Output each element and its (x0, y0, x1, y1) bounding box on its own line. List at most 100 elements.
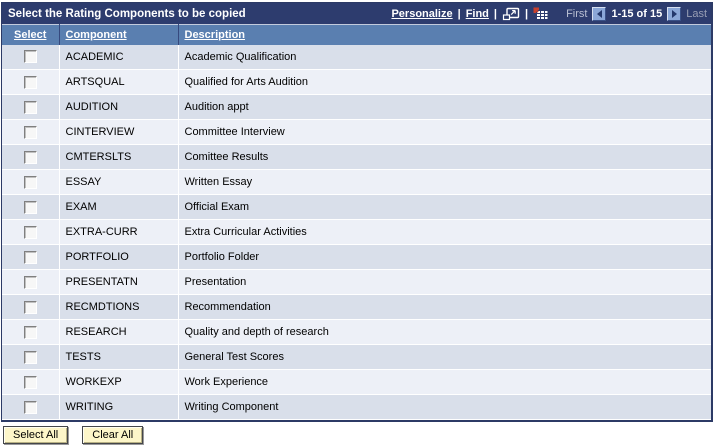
clear-all-button[interactable]: Clear All (82, 426, 144, 444)
component-cell: AUDITION (59, 94, 179, 120)
row-select-checkbox[interactable] (23, 175, 37, 189)
pager-first-label[interactable]: First (566, 7, 588, 20)
row-select-checkbox[interactable] (23, 300, 37, 314)
row-select-checkbox[interactable] (23, 275, 37, 289)
select-all-button[interactable]: Select All (3, 426, 69, 444)
rating-components-grid: Select the Rating Components to be copie… (1, 2, 713, 422)
action-buttons: Select All Clear All (3, 426, 715, 444)
description-cell: Academic Qualification (178, 44, 711, 70)
download-to-excel-grid-icon[interactable] (533, 6, 548, 21)
table-row: ESSAY Written Essay (2, 169, 711, 195)
table-row: EXAM Official Exam (2, 194, 711, 220)
row-select-checkbox[interactable] (23, 250, 37, 264)
table-row: PORTFOLIO Portfolio Folder (2, 244, 711, 270)
table-row: ARTSQUAL Qualified for Arts Audition (2, 69, 711, 95)
components-table: Select Component Description ACADEMIC Ac… (2, 24, 711, 420)
table-row: RECMDTIONS Recommendation (2, 294, 711, 320)
component-cell: CMTERSLTS (59, 144, 179, 170)
pager-range-label: 1-15 of 15 (611, 7, 663, 20)
grid-body: ACADEMIC Academic Qualification ARTSQUAL… (2, 44, 711, 420)
select-cell (2, 344, 60, 370)
row-select-checkbox[interactable] (23, 225, 37, 239)
table-row: PRESENTATN Presentation (2, 269, 711, 295)
select-cell (2, 294, 60, 320)
toolbar-separator: | (524, 7, 529, 20)
component-cell: EXTRA-CURR (59, 219, 179, 245)
chevron-right-icon[interactable] (667, 6, 682, 21)
grid-title: Select the Rating Components to be copie… (8, 7, 246, 20)
description-cell: Written Essay (178, 169, 711, 195)
grid-pager: First 1-15 of 15 Last (566, 6, 707, 21)
component-cell: RECMDTIONS (59, 294, 179, 320)
row-select-checkbox[interactable] (23, 200, 37, 214)
component-cell: ESSAY (59, 169, 179, 195)
column-header-select: Select (2, 24, 60, 45)
description-cell: Recommendation (178, 294, 711, 320)
description-cell: Quality and depth of research (178, 319, 711, 345)
description-cell: Extra Curricular Activities (178, 219, 711, 245)
table-row: AUDITION Audition appt (2, 94, 711, 120)
select-cell (2, 169, 60, 195)
select-cell (2, 194, 60, 220)
description-cell: Comittee Results (178, 144, 711, 170)
select-cell (2, 394, 60, 420)
component-cell: TESTS (59, 344, 179, 370)
table-row: CINTERVIEW Committee Interview (2, 119, 711, 145)
row-select-checkbox[interactable] (23, 400, 37, 414)
select-cell (2, 119, 60, 145)
component-cell: RESEARCH (59, 319, 179, 345)
component-cell: EXAM (59, 194, 179, 220)
chevron-left-icon[interactable] (592, 6, 607, 21)
table-row: RESEARCH Quality and depth of research (2, 319, 711, 345)
table-row: ACADEMIC Academic Qualification (2, 44, 711, 70)
column-header-component-link[interactable]: Component (65, 28, 127, 41)
table-row: WORKEXP Work Experience (2, 369, 711, 395)
component-cell: WRITING (59, 394, 179, 420)
row-select-checkbox[interactable] (23, 325, 37, 339)
select-cell (2, 269, 60, 295)
row-select-checkbox[interactable] (23, 125, 37, 139)
description-cell: Work Experience (178, 369, 711, 395)
column-header-description: Description (178, 24, 711, 45)
personalize-link[interactable]: Personalize (391, 7, 453, 20)
select-cell (2, 219, 60, 245)
pager-last-label[interactable]: Last (686, 7, 707, 20)
table-row: EXTRA-CURR Extra Curricular Activities (2, 219, 711, 245)
toolbar-separator: | (493, 7, 497, 20)
components-table-header: Select Component Description (2, 24, 711, 45)
description-cell: Audition appt (178, 94, 711, 120)
grid-toolbar: Personalize | Find | | (391, 6, 707, 21)
component-cell: WORKEXP (59, 369, 179, 395)
column-header-description-link[interactable]: Description (184, 28, 246, 41)
column-header-select-link[interactable]: Select (14, 28, 47, 41)
row-select-checkbox[interactable] (23, 375, 37, 389)
description-cell: General Test Scores (178, 344, 711, 370)
row-select-checkbox[interactable] (23, 350, 37, 364)
select-cell (2, 244, 60, 270)
component-cell: PORTFOLIO (59, 244, 179, 270)
find-link[interactable]: Find (465, 7, 489, 20)
select-cell (2, 44, 60, 70)
row-select-checkbox[interactable] (23, 75, 37, 89)
select-cell (2, 94, 60, 120)
description-cell: Qualified for Arts Audition (178, 69, 711, 95)
table-row: WRITING Writing Component (2, 394, 711, 420)
row-select-checkbox[interactable] (23, 50, 37, 64)
description-cell: Portfolio Folder (178, 244, 711, 270)
row-select-checkbox[interactable] (23, 100, 37, 114)
description-cell: Writing Component (178, 394, 711, 420)
row-select-checkbox[interactable] (23, 150, 37, 164)
column-header-component: Component (59, 24, 179, 45)
description-cell: Official Exam (178, 194, 711, 220)
description-cell: Committee Interview (178, 119, 711, 145)
select-cell (2, 319, 60, 345)
component-cell: ARTSQUAL (59, 69, 179, 95)
view-all-popup-icon[interactable] (502, 7, 520, 21)
toolbar-separator: | (457, 7, 461, 20)
select-cell (2, 369, 60, 395)
select-cell (2, 144, 60, 170)
description-cell: Presentation (178, 269, 711, 295)
component-cell: CINTERVIEW (59, 119, 179, 145)
grid-title-bar: Select the Rating Components to be copie… (2, 3, 711, 24)
table-row: CMTERSLTS Comittee Results (2, 144, 711, 170)
